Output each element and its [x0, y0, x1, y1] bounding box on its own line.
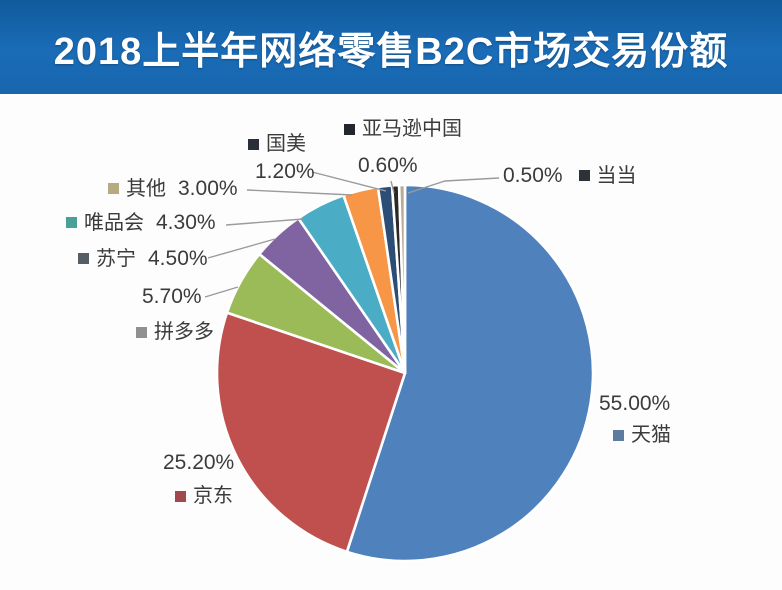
- pie-slice-jd: [215, 311, 407, 554]
- callout-jd-name: 京东: [175, 485, 233, 507]
- vipshop-value: 4.30%: [156, 211, 216, 234]
- callout-amazon-china-value: 0.60%: [358, 154, 418, 177]
- callout-dangdang: 0.50% 当当: [503, 164, 637, 187]
- amazon-china-legend-swatch-icon: [344, 123, 355, 135]
- suning-label: 苏宁: [96, 247, 136, 270]
- callout-others: 其他 3.00%: [108, 177, 238, 200]
- suning-value: 4.50%: [148, 247, 208, 270]
- vipshop-label: 唯品会: [84, 211, 144, 234]
- pie-slice-dangdang: [397, 183, 407, 375]
- jd-legend-swatch-icon: [175, 490, 186, 502]
- callout-pinduoduo-name: 拼多多: [136, 321, 214, 343]
- leader-line-others: [246, 189, 353, 196]
- others-label: 其他: [126, 177, 166, 200]
- callout-jd-value: 25.20%: [163, 451, 234, 474]
- tmall-legend-swatch-icon: [613, 429, 624, 441]
- chart-title: 2018上半年网络零售B2C市场交易份额: [53, 30, 729, 73]
- jd-label: 京东: [193, 485, 233, 507]
- others-value: 3.00%: [178, 177, 238, 200]
- dangdang-value: 0.50%: [503, 164, 563, 187]
- jd-value: 25.20%: [163, 451, 235, 474]
- callout-suning: 苏宁 4.50%: [78, 247, 208, 270]
- dangdang-legend-swatch-icon: [578, 170, 590, 182]
- suning-legend-swatch-icon: [78, 253, 89, 265]
- leader-line-dangdang: [407, 177, 500, 194]
- gome-value: 1.20%: [255, 160, 315, 183]
- amazon-china-label: 亚马逊中国: [362, 118, 462, 140]
- vipshop-legend-swatch-icon: [66, 217, 77, 229]
- gome-legend-swatch-icon: [248, 138, 259, 150]
- leader-line-gome: [311, 171, 387, 192]
- callout-tmall-name: 天猫: [613, 424, 671, 446]
- leader-line-suning: [207, 238, 276, 259]
- leader-line-pinduoduo: [204, 286, 239, 298]
- callout-gome-name: 国美: [248, 133, 306, 155]
- callout-tmall-value: 55.00%: [599, 392, 670, 415]
- callout-gome-value: 1.20%: [255, 160, 315, 183]
- pinduoduo-label: 拼多多: [154, 321, 214, 343]
- amazon-china-value: 0.60%: [358, 154, 418, 177]
- title-banner: 2018上半年网络零售B2C市场交易份额: [0, 0, 782, 94]
- dangdang-label: 当当: [596, 164, 637, 187]
- callout-vipshop: 唯品会 4.30%: [66, 211, 216, 234]
- others-legend-swatch-icon: [108, 183, 119, 195]
- pinduoduo-legend-swatch-icon: [136, 326, 147, 338]
- gome-label: 国美: [266, 133, 306, 155]
- leader-line-amazon: [390, 180, 395, 194]
- callout-amazon-china-name: 亚马逊中国: [344, 118, 462, 140]
- tmall-label: 天猫: [631, 424, 671, 446]
- pie-slice-tmall: [345, 183, 595, 563]
- pinduoduo-value: 5.70%: [142, 285, 202, 308]
- leader-line-vipshop: [225, 218, 304, 226]
- tmall-value: 55.00%: [599, 392, 671, 415]
- callout-pinduoduo-value: 5.70%: [142, 285, 202, 308]
